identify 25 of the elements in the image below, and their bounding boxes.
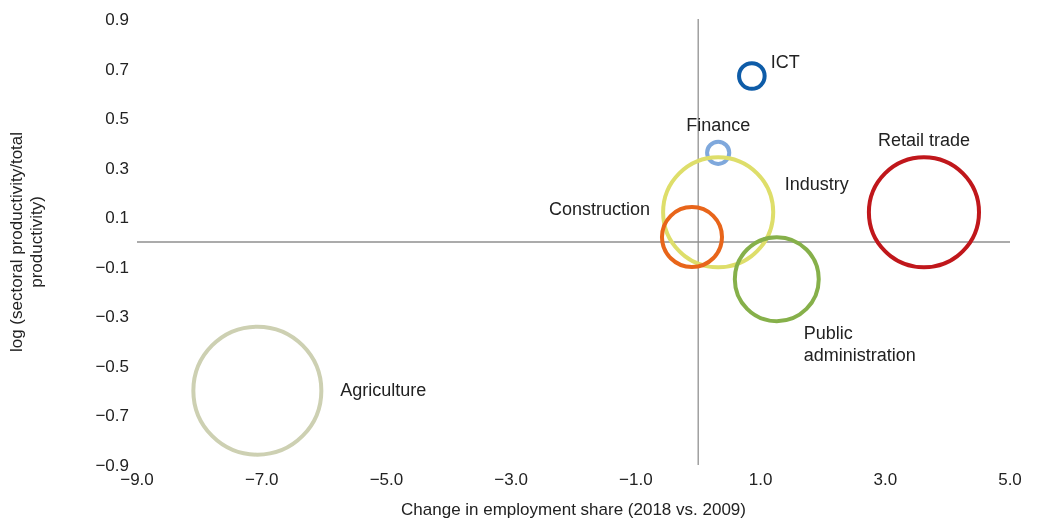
x-tick-label: −3.0	[494, 470, 528, 490]
y-tick-label: 0.9	[105, 10, 129, 30]
y-tick-label: −0.3	[95, 307, 129, 327]
x-tick-label: 3.0	[873, 470, 898, 490]
x-tick-label: −5.0	[369, 470, 404, 490]
series-label: Industry	[784, 173, 849, 194]
y-tick-label: 0.7	[105, 59, 129, 79]
series-label: ICT	[770, 51, 800, 72]
series-label: Public administration	[803, 322, 916, 365]
y-tick-label: −0.1	[95, 257, 129, 277]
y-tick-label: 0.1	[105, 208, 129, 228]
y-axis-title: log (sectoral productivity/total productivity)	[7, 131, 46, 353]
x-tick-label: −1.0	[619, 470, 653, 490]
x-axis-title: Change in employment share (2018 vs. 2009)	[401, 500, 746, 519]
x-tick-label: −7.0	[244, 470, 279, 490]
series-label: Agriculture	[340, 379, 427, 400]
y-tick-label: −0.5	[95, 356, 129, 376]
series-label: Finance	[686, 114, 751, 135]
x-tick-label: 1.0	[748, 470, 773, 490]
x-tick-label: 5.0	[998, 470, 1022, 490]
y-tick-label: 0.5	[105, 109, 129, 129]
series-label: Retail trade	[877, 129, 970, 150]
y-tick-label: 0.3	[105, 158, 129, 178]
series-label: Construction	[548, 198, 650, 219]
y-tick-label: −0.7	[95, 406, 129, 426]
